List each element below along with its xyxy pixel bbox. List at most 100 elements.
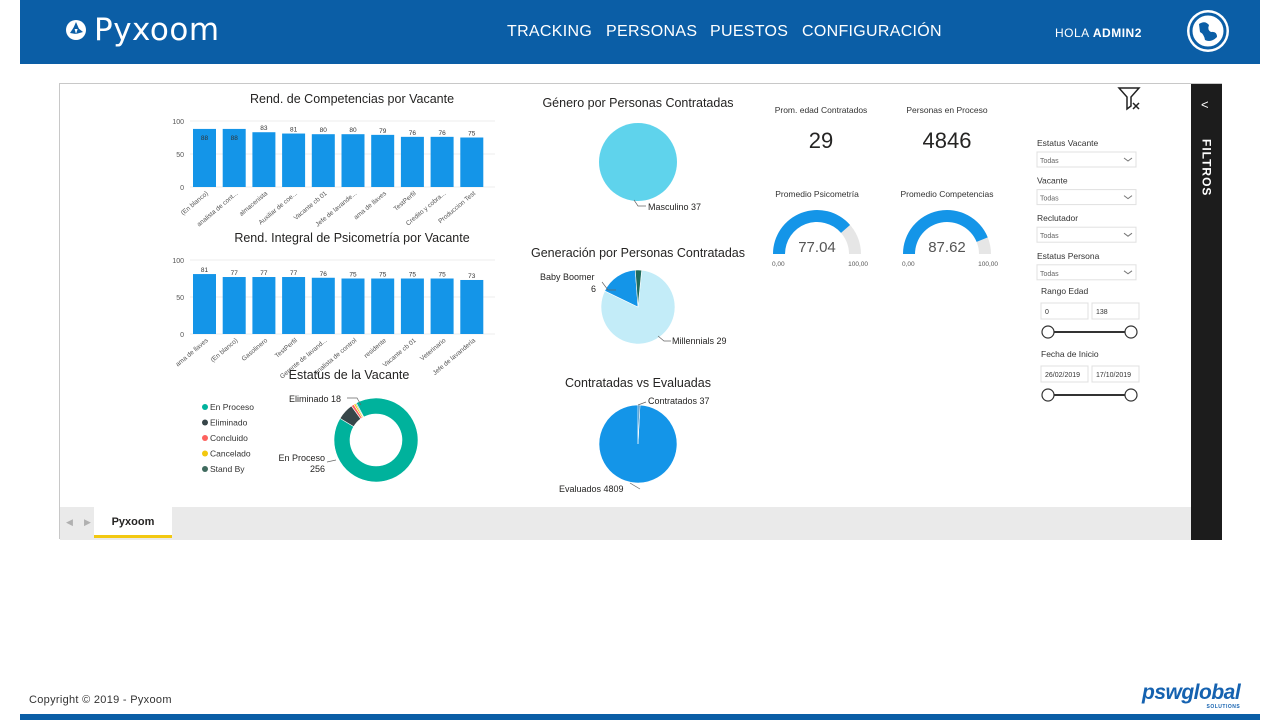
- slider-handle-max[interactable]: [1124, 388, 1138, 402]
- estatus-slice-en-proceso: [333, 397, 419, 483]
- data-label: 80: [320, 127, 328, 134]
- slider-handle-min[interactable]: [1041, 388, 1055, 402]
- nav-configuracion[interactable]: CONFIGURACIÓN: [802, 23, 942, 40]
- tab-prev-icon[interactable]: ◀: [66, 517, 73, 527]
- dropdown-box: [1036, 226, 1137, 243]
- data-label: 83: [260, 125, 268, 132]
- bar-5: [341, 134, 365, 187]
- data-label: 77: [231, 270, 239, 277]
- dropdown-box: [1036, 264, 1137, 281]
- leader-line: [601, 281, 616, 291]
- dropdown-value: Todas: [1040, 158, 1059, 165]
- bar-3: [282, 133, 306, 187]
- y-tick-label: 100: [172, 258, 184, 265]
- chart-title-genero: Género por Personas Contratadas: [542, 96, 733, 110]
- pie-label-contratados: Contratados 37: [648, 396, 710, 406]
- legend-label: Concluido: [210, 433, 248, 443]
- pyxoom-logo[interactable]: Pyxoom: [64, 12, 220, 48]
- slicer-label: Fecha de Inicio: [1041, 349, 1099, 359]
- nav-tracking[interactable]: TRACKING: [507, 23, 593, 40]
- report-canvas: Rend. de Competencias por Vacante 0 50 100 8…: [172, 87, 1141, 494]
- gauge-fill: [903, 210, 988, 254]
- slicer-label: Rango Edad: [1041, 286, 1089, 296]
- greeting-username: ADMIN2: [1092, 26, 1142, 40]
- donut-label-en-proceso: En Proceso: [278, 453, 325, 463]
- bar-2: [252, 132, 276, 187]
- leader-line: [629, 482, 641, 490]
- rango-edad-input-max[interactable]: 138: [1091, 302, 1140, 320]
- data-label: 75: [349, 272, 357, 279]
- bar-chart-0: Rend. de Competencias por Vacante 0 50 100 8…: [172, 92, 495, 229]
- footer-bar: [20, 714, 1260, 720]
- x-tick-label: (En blanco): [180, 190, 210, 217]
- dropdown-value: Todas: [1040, 233, 1059, 240]
- chevron-left-icon[interactable]: <: [1201, 97, 1209, 112]
- data-label: 75: [438, 272, 446, 279]
- bar-5: [341, 278, 365, 334]
- filter-label: Reclutador: [1037, 213, 1078, 223]
- input-box: [1091, 302, 1140, 320]
- gauge-fill: [773, 209, 851, 254]
- fecha-inicio-input-max[interactable]: 17/10/2019: [1091, 365, 1140, 383]
- user-avatar[interactable]: [1187, 10, 1229, 52]
- data-label: 76: [320, 271, 328, 278]
- pie-label-baby-boomer: Baby Boomer: [540, 272, 595, 282]
- legend-label: Eliminado: [210, 418, 248, 428]
- rango-edad-input-min[interactable]: 0: [1040, 302, 1089, 320]
- filter-dropdown[interactable]: Todas: [1036, 151, 1137, 168]
- slider-handle-min[interactable]: [1041, 325, 1055, 339]
- x-tick-label: TestPerfil: [393, 190, 418, 213]
- data-label: 88: [231, 135, 239, 142]
- filter-dropdown[interactable]: Todas: [1036, 226, 1137, 243]
- data-label: 88: [201, 135, 209, 142]
- input-box: [1040, 302, 1089, 320]
- generacion-slice-otro: [634, 269, 643, 308]
- x-tick-label: TestPerfil: [274, 337, 299, 360]
- tab-pyxoom[interactable]: Pyxoom: [94, 507, 172, 538]
- bar-0: [193, 128, 216, 187]
- powerbi-report: Rend. de Competencias por Vacante 0 50 100 8…: [59, 83, 1222, 540]
- data-label: 81: [290, 127, 298, 134]
- page-tab-bar: ◀ ▶ Pyxoom: [60, 507, 1191, 540]
- kpi-title: Prom. edad Contratados: [775, 105, 868, 115]
- bar-4: [311, 134, 335, 187]
- pswglobal-logo[interactable]: pswglobal SOLUTIONS: [1142, 681, 1241, 711]
- filter-dropdown[interactable]: Todas: [1036, 264, 1137, 281]
- pie-label-evaluados: Evaluados 4809: [559, 484, 624, 494]
- slider-handle-max[interactable]: [1124, 325, 1138, 339]
- legend-label: Stand By: [210, 464, 245, 474]
- data-label: 75: [379, 272, 387, 279]
- bar-8: [430, 278, 454, 334]
- greeting-prefix: HOLA: [1055, 26, 1090, 40]
- legend-dot: [202, 404, 208, 410]
- input-value: 17/10/2019: [1096, 372, 1131, 379]
- y-tick-label: 0: [180, 185, 184, 192]
- chart-title-generacion: Generación por Personas Contratadas: [531, 246, 745, 260]
- nav-personas[interactable]: PERSONAS: [606, 23, 698, 40]
- y-tick-label: 0: [180, 332, 184, 339]
- gauge-max: 100,00: [978, 261, 998, 268]
- donut-value-en-proceso: 256: [310, 464, 325, 474]
- bar-6: [371, 134, 395, 187]
- logo-text: Pyxoom: [94, 12, 220, 48]
- clear-filter-icon[interactable]: [1117, 87, 1141, 111]
- tab-next-icon[interactable]: ▶: [84, 517, 91, 527]
- copyright-text: Copyright © 2019 - Pyxoom: [29, 694, 172, 706]
- x-tick-label: ama de llaves: [353, 190, 389, 222]
- filter-pane-collapsed[interactable]: < FILTROS: [1191, 84, 1222, 540]
- partner-logo-text: pswglobal: [1142, 681, 1241, 704]
- input-value: 0: [1045, 309, 1049, 316]
- filter-dropdown[interactable]: Todas: [1036, 189, 1137, 206]
- x-tick-label: Veterinario: [419, 337, 448, 363]
- data-label: 77: [260, 270, 268, 277]
- gauge-title: Promedio Psicometría: [775, 189, 859, 199]
- chart-title-estatus: Estatus de la Vacante: [289, 368, 410, 382]
- data-label: 76: [438, 130, 446, 137]
- data-label: 77: [290, 270, 298, 277]
- fecha-inicio-input-min[interactable]: 26/02/2019: [1040, 365, 1089, 383]
- legend-dot: [202, 419, 208, 426]
- nav-puestos[interactable]: PUESTOS: [710, 23, 789, 40]
- y-tick-label: 50: [176, 152, 184, 159]
- chart-title: Rend. Integral de Psicometría por Vacant…: [234, 231, 469, 245]
- bar-9: [460, 279, 484, 334]
